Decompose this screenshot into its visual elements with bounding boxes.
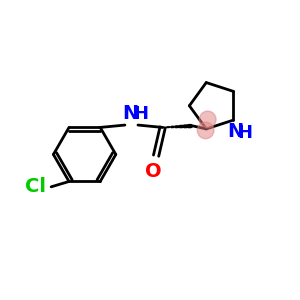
Text: H: H — [237, 124, 252, 142]
Circle shape — [197, 122, 214, 139]
Circle shape — [200, 111, 216, 128]
Text: N: N — [122, 104, 138, 123]
Text: O: O — [146, 162, 162, 181]
Text: Cl: Cl — [25, 177, 46, 196]
Text: H: H — [134, 105, 148, 123]
Text: N: N — [227, 122, 243, 141]
